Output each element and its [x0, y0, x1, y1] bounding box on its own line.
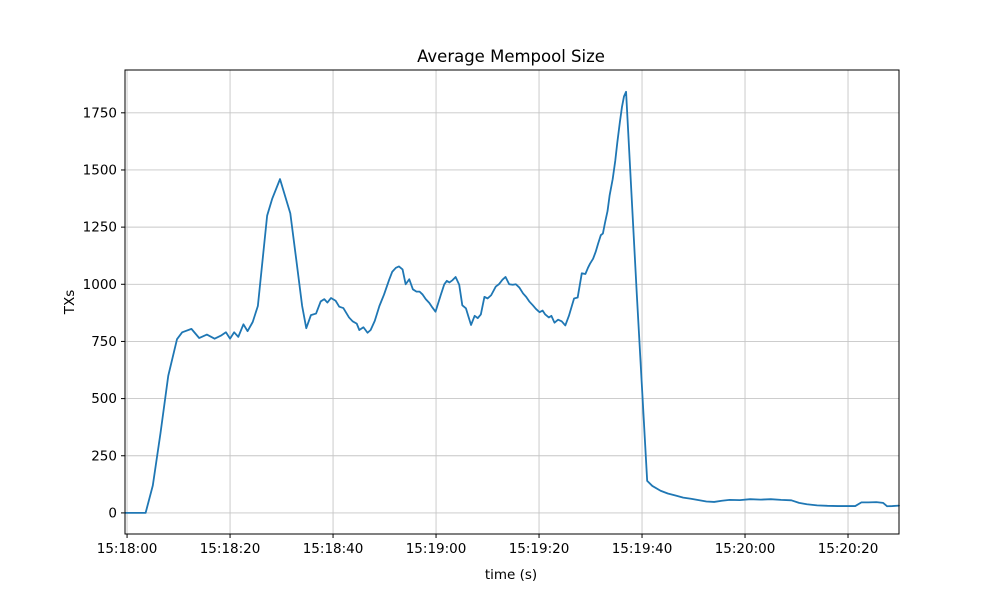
x-tick-label: 15:19:20: [509, 541, 570, 557]
y-axis-label: TXs: [62, 290, 78, 316]
data-line-series: [124, 90, 900, 514]
x-tick-label: 15:19:00: [406, 541, 467, 557]
x-tick-label: 15:18:40: [303, 541, 364, 557]
plot-border: [124, 69, 900, 535]
x-tick-label: 15:18:00: [97, 541, 158, 557]
y-tick-label: 0: [108, 505, 117, 521]
x-tick-label: 15:20:00: [715, 541, 776, 557]
x-tick-label: 15:19:40: [612, 541, 673, 557]
axis-ticks: [121, 112, 849, 538]
chart-title: Average Mempool Size: [417, 47, 605, 66]
gridlines: [125, 70, 899, 534]
x-axis-label: time (s): [485, 567, 537, 583]
y-tick-label: 1500: [83, 162, 117, 178]
y-tick-label: 500: [91, 391, 117, 407]
axis-tick-labels: 0 250 500 750 1000 1250 1500 1750 15:18:00 15:18:…: [83, 105, 879, 557]
x-tick-label: 15:20:20: [818, 541, 879, 557]
y-tick-label: 250: [91, 448, 117, 464]
x-tick-label: 15:18:20: [200, 541, 261, 557]
y-tick-label: 750: [91, 334, 117, 350]
y-tick-label: 1250: [83, 220, 117, 236]
y-tick-label: 1750: [83, 105, 117, 121]
y-tick-label: 1000: [83, 277, 117, 293]
